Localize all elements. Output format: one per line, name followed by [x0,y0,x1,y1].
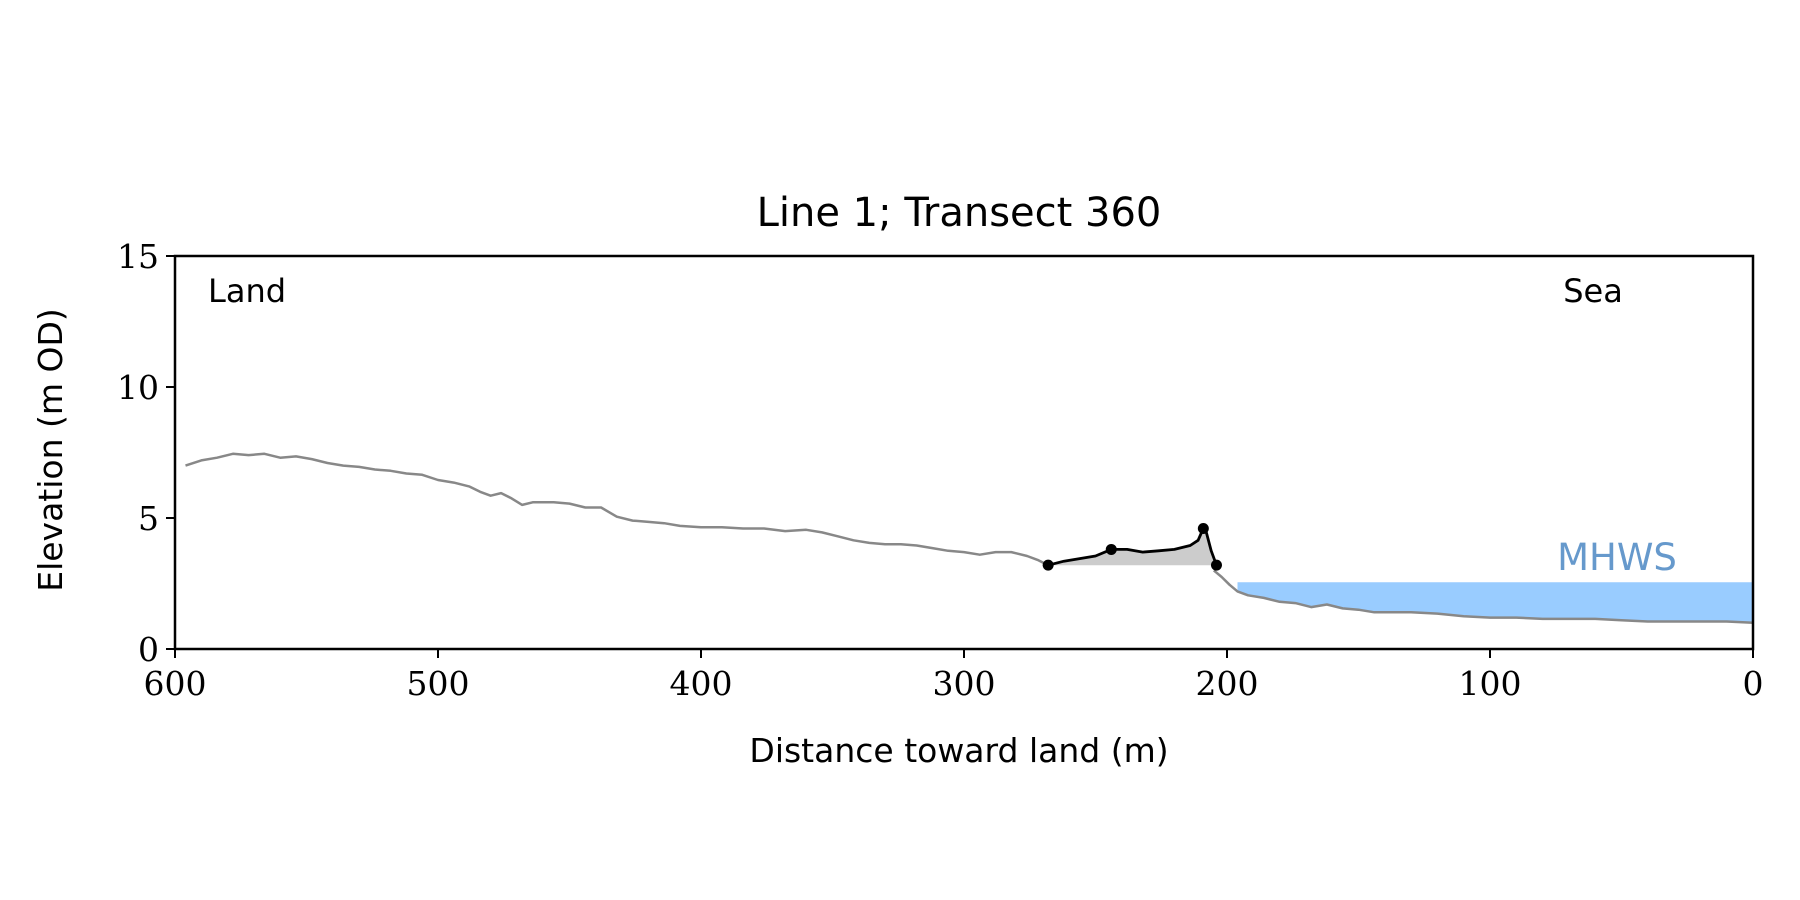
dune-marker-point [1197,522,1209,534]
y-axis-label: Elevation (m OD) [31,308,70,592]
axis-ticks: 600 500 400 300 200 100 0 0 5 10 15 [117,237,1764,703]
x-tick-label: 0 [1743,664,1764,703]
dune-marker-point [1105,543,1117,555]
land-annotation: Land [208,272,286,310]
dune-marker-point [1210,559,1222,571]
mhws-label: MHWS [1557,536,1677,579]
y-tick-label: 15 [117,237,159,276]
x-tick-label: 300 [933,664,996,703]
x-axis-label: Distance toward land (m) [749,731,1168,770]
dune-marker-point [1042,559,1054,571]
seaward-profile-line [1212,569,1754,625]
landward-profile-line [185,452,1049,567]
sea-annotation: Sea [1563,272,1623,310]
mhws-water-area [1237,582,1753,623]
dune-fill-area [1048,528,1217,566]
chart-title: Line 1; Transect 360 [757,190,1162,236]
x-tick-label: 200 [1196,664,1259,703]
x-tick-label: 100 [1459,664,1522,703]
plot-area [185,452,1754,625]
x-tick-label: 600 [144,664,207,703]
x-tick-label: 400 [670,664,733,703]
x-tick-label: 500 [407,664,470,703]
y-tick-label: 0 [138,630,159,669]
y-tick-label: 5 [138,499,159,538]
y-tick-label: 10 [117,368,159,407]
